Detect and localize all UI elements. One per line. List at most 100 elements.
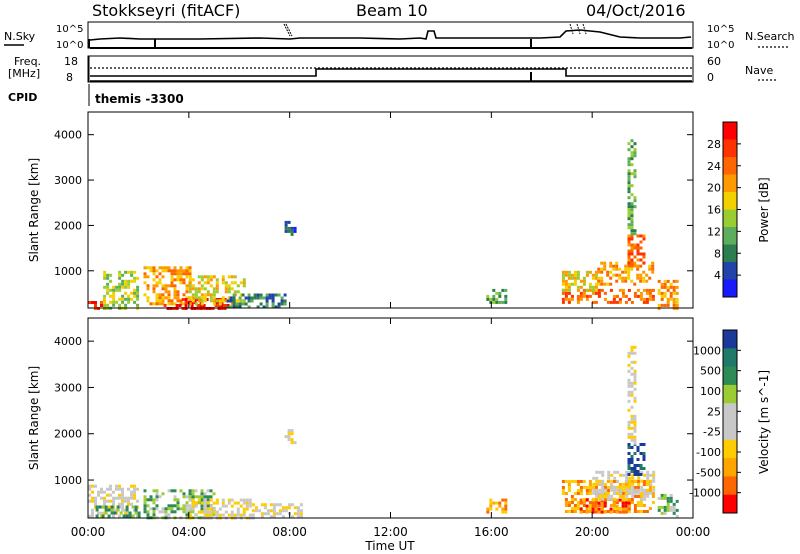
data-cell	[630, 381, 634, 385]
data-cell	[188, 302, 192, 306]
data-cell	[170, 504, 174, 508]
data-cell	[112, 291, 116, 295]
data-cell	[124, 511, 127, 515]
data-cell	[167, 290, 171, 294]
power-colorbar-label: Power [dB]	[757, 177, 771, 242]
data-cell	[615, 300, 619, 304]
data-cell	[666, 300, 670, 304]
data-cell	[610, 479, 614, 483]
data-cell	[640, 497, 644, 501]
data-cell	[615, 294, 619, 298]
data-cell	[263, 512, 267, 516]
data-cell	[260, 503, 264, 507]
colorbar-segment	[723, 157, 737, 175]
data-cell	[606, 486, 610, 489]
data-cell	[649, 479, 653, 483]
data-cell	[91, 301, 94, 304]
nsky-line	[89, 29, 692, 41]
data-cell	[164, 507, 168, 511]
data-cell	[227, 513, 231, 517]
data-cell	[106, 273, 110, 277]
data-cell	[121, 300, 125, 304]
data-cell	[601, 485, 605, 489]
data-cell	[188, 492, 192, 496]
data-cell	[236, 507, 240, 511]
data-cell	[106, 288, 110, 292]
data-cell	[501, 288, 505, 292]
data-cell	[630, 470, 634, 473]
data-cell	[603, 264, 607, 268]
data-cell	[666, 288, 670, 292]
data-cell	[630, 211, 634, 215]
data-cell	[672, 291, 676, 295]
data-cell	[601, 488, 605, 492]
data-cell	[158, 278, 162, 282]
data-cell	[630, 229, 634, 233]
data-cell	[627, 378, 631, 382]
data-cell	[579, 492, 583, 495]
data-cell	[628, 482, 632, 486]
data-cell	[627, 157, 631, 161]
data-cell	[624, 510, 628, 514]
data-cell	[627, 467, 631, 470]
data-cell	[161, 275, 165, 279]
data-cell	[271, 305, 275, 309]
data-cell	[203, 513, 207, 517]
data-cell	[652, 479, 656, 483]
data-cell	[630, 267, 634, 271]
data-cell	[190, 301, 194, 304]
data-cell	[630, 249, 634, 253]
data-cell	[576, 300, 580, 304]
nsearch-label: N.Search	[745, 30, 795, 43]
data-cell	[618, 483, 622, 486]
data-cell	[621, 492, 625, 495]
data-cell	[176, 293, 180, 297]
data-cell	[627, 423, 631, 427]
data-cell	[200, 275, 204, 279]
data-cell	[115, 300, 119, 304]
data-cell	[630, 351, 634, 355]
data-cell	[221, 513, 225, 517]
data-cell	[167, 507, 171, 511]
data-cell	[630, 384, 634, 388]
data-cell	[666, 297, 670, 301]
data-cell	[627, 178, 631, 182]
data-cell	[594, 486, 598, 489]
colorbar-tick-label: 4	[714, 269, 721, 282]
data-cell	[486, 297, 490, 301]
data-cell	[268, 296, 272, 300]
data-cell	[185, 287, 189, 291]
data-cell	[272, 509, 276, 513]
data-cell	[191, 507, 195, 511]
data-cell	[618, 288, 622, 292]
data-cell	[127, 496, 130, 500]
data-cell	[622, 485, 626, 489]
data-cell	[624, 300, 628, 304]
velocity-colorbar-label: Velocity [m s^-1]	[757, 370, 771, 474]
data-cell	[570, 498, 574, 501]
data-cell	[570, 276, 574, 280]
data-cell	[100, 487, 103, 491]
data-cell	[630, 467, 634, 470]
data-cell	[143, 501, 147, 505]
data-cell	[582, 504, 586, 507]
data-cell	[627, 443, 631, 446]
data-cell	[118, 484, 121, 488]
data-cell	[238, 296, 242, 300]
data-cell	[299, 515, 303, 519]
data-cell	[564, 285, 568, 289]
data-cell	[643, 494, 647, 498]
data-cell	[146, 504, 150, 508]
data-cell	[164, 284, 168, 288]
data-cell	[639, 276, 643, 280]
data-cell	[624, 264, 628, 268]
data-cell	[669, 285, 673, 289]
data-cell	[152, 510, 156, 514]
data-cell	[657, 496, 661, 500]
data-cell	[564, 480, 568, 483]
data-cell	[100, 301, 103, 304]
data-cell	[203, 498, 207, 502]
data-cell	[143, 507, 147, 511]
data-cell	[109, 493, 112, 497]
